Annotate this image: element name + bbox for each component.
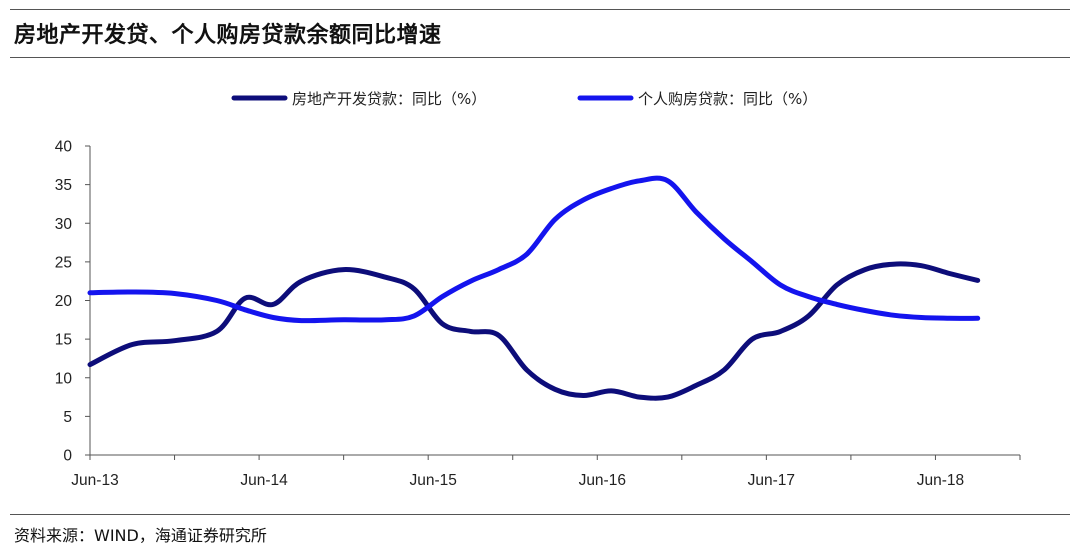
- top-rule: [10, 9, 1070, 10]
- y-tick-label: 20: [55, 293, 73, 310]
- y-tick-label: 25: [55, 254, 72, 271]
- x-tick-label: Jun-18: [917, 472, 964, 489]
- y-tick-label: 5: [63, 409, 72, 426]
- y-tick-label: 15: [55, 332, 72, 349]
- legend-label-2: 个人购房贷款：同比（%）: [638, 90, 817, 108]
- line-chart: 房地产开发贷款：同比（%） 个人购房贷款：同比（%） 0 5 10 15 20 25 30 35…: [55, 90, 1021, 489]
- title-rule: [10, 57, 1070, 58]
- legend: 房地产开发贷款：同比（%） 个人购房贷款：同比（%）: [231, 90, 817, 108]
- x-tick-label: Jun-17: [748, 472, 795, 489]
- y-tick-label: 10: [55, 370, 73, 387]
- page-title: 房地产开发贷、个人购房贷款余额同比增速: [14, 22, 442, 48]
- series-line-1: [87, 261, 981, 401]
- y-tick-label: 0: [63, 448, 72, 465]
- x-tick-label: Jun-15: [409, 472, 456, 489]
- source-note: 资料来源：WIND，海通证券研究所: [14, 526, 267, 545]
- y-tick-label: 30: [55, 216, 73, 233]
- chart-series: [87, 175, 981, 401]
- x-tick-label: Jun-14: [240, 472, 288, 489]
- legend-label-1: 房地产开发贷款：同比（%）: [292, 90, 486, 108]
- y-tick-label: 35: [55, 177, 72, 194]
- series-line-2: [87, 175, 981, 324]
- bottom-rule: [10, 514, 1070, 515]
- chart-axes: 0 5 10 15 20 25 30 35 40 Jun-13 Jun-14 Jun-15 Jun-16…: [55, 139, 1021, 489]
- x-tick-label: Jun-16: [579, 472, 626, 489]
- x-tick-label: Jun-13: [71, 472, 118, 489]
- y-tick-label: 40: [55, 139, 73, 156]
